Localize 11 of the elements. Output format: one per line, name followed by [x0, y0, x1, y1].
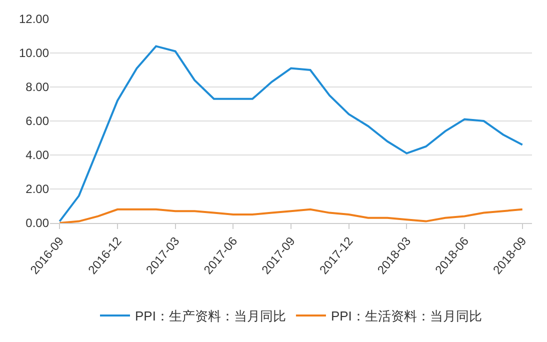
line-series	[58, 208, 524, 223]
y-tick-label: 0.00	[26, 216, 50, 230]
y-tick-label: 4.00	[26, 148, 50, 162]
line-series	[58, 45, 524, 222]
y-tick-label: 12.00	[18, 12, 50, 26]
y-tick-label: 10.00	[18, 46, 50, 60]
legend-label: PPI：生活资料：当月同比	[330, 308, 482, 324]
legend-label: PPI：生产资料：当月同比	[135, 308, 286, 324]
y-tick-label: 6.00	[26, 114, 50, 128]
y-tick-label: 2.00	[26, 182, 50, 196]
y-tick-label: 8.00	[26, 80, 50, 94]
